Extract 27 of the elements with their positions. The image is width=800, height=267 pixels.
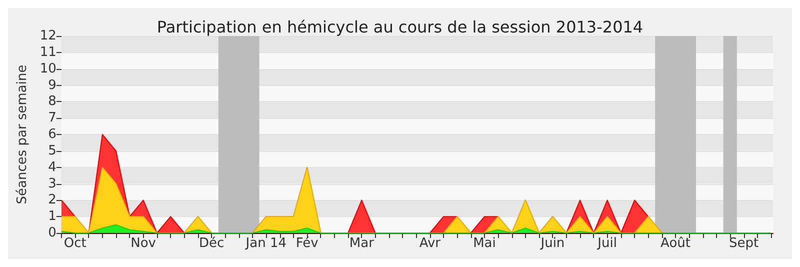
y-tick-label: 3 <box>48 176 56 192</box>
y-tick-label: 10 <box>40 61 56 76</box>
y-tick-label: 4 <box>48 160 56 175</box>
y-tick-label: 1 <box>48 209 56 224</box>
chart-title: Participation en hémicycle au cours de la session 2013-2014 <box>156 18 644 36</box>
y-tick-label: 6 <box>48 127 56 142</box>
y-tick-label: 5 <box>48 143 56 158</box>
x-tick-label: Fév <box>296 236 319 251</box>
x-tick-label: Déc <box>198 236 224 251</box>
x-tick-label: Sept <box>728 236 759 251</box>
y-tick-label: 8 <box>48 94 56 110</box>
y-tick-label: 11 <box>40 44 56 60</box>
y-tick-label: 12 <box>40 28 56 44</box>
x-tick-label: Juil <box>596 236 617 251</box>
y-tick-label: 2 <box>48 192 56 208</box>
y-tick-label: 9 <box>48 78 56 93</box>
y-tick-label: 7 <box>48 110 56 126</box>
x-tick-label: Mai <box>473 236 496 251</box>
x-tick-label: Juin <box>540 236 565 251</box>
y-tick-label: 0 <box>48 226 56 240</box>
x-tick-label: Oct <box>64 236 86 251</box>
x-tick-label: Avr <box>419 236 442 251</box>
x-tick-label: Jan 14 <box>244 236 286 251</box>
x-tick-label: Nov <box>130 236 156 251</box>
y-axis-title: Séances par semaine <box>15 64 30 204</box>
x-tick-label: Mar <box>349 236 375 251</box>
x-tick-label: Août <box>660 236 691 251</box>
